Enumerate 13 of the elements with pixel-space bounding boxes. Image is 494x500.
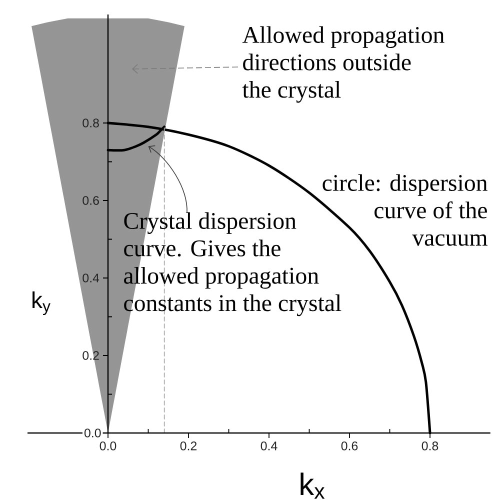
x-tick-label: 0.0 bbox=[100, 442, 116, 450]
y-axis-title: k$_{y}$ bbox=[32, 291, 50, 316]
y-tick-label: 0.0 bbox=[84, 428, 101, 438]
y-tick-label: 0.2 bbox=[82, 351, 99, 360]
y-tick-label: 0.8 bbox=[82, 118, 99, 128]
x-tick-label: 0.2 bbox=[180, 442, 197, 450]
x-tick-label: 0.8 bbox=[422, 442, 438, 450]
y-tick-label: 0.4 bbox=[82, 274, 100, 282]
x-axis-title: k$_{x}$ bbox=[300, 472, 325, 499]
x-tick-label: 0.4 bbox=[260, 442, 278, 450]
y-tick-label: 0.6 bbox=[82, 196, 99, 205]
x-tick-label: 0.6 bbox=[341, 442, 358, 450]
annotation: Allowed propagation directions outside the crystal bbox=[242, 26, 444, 103]
